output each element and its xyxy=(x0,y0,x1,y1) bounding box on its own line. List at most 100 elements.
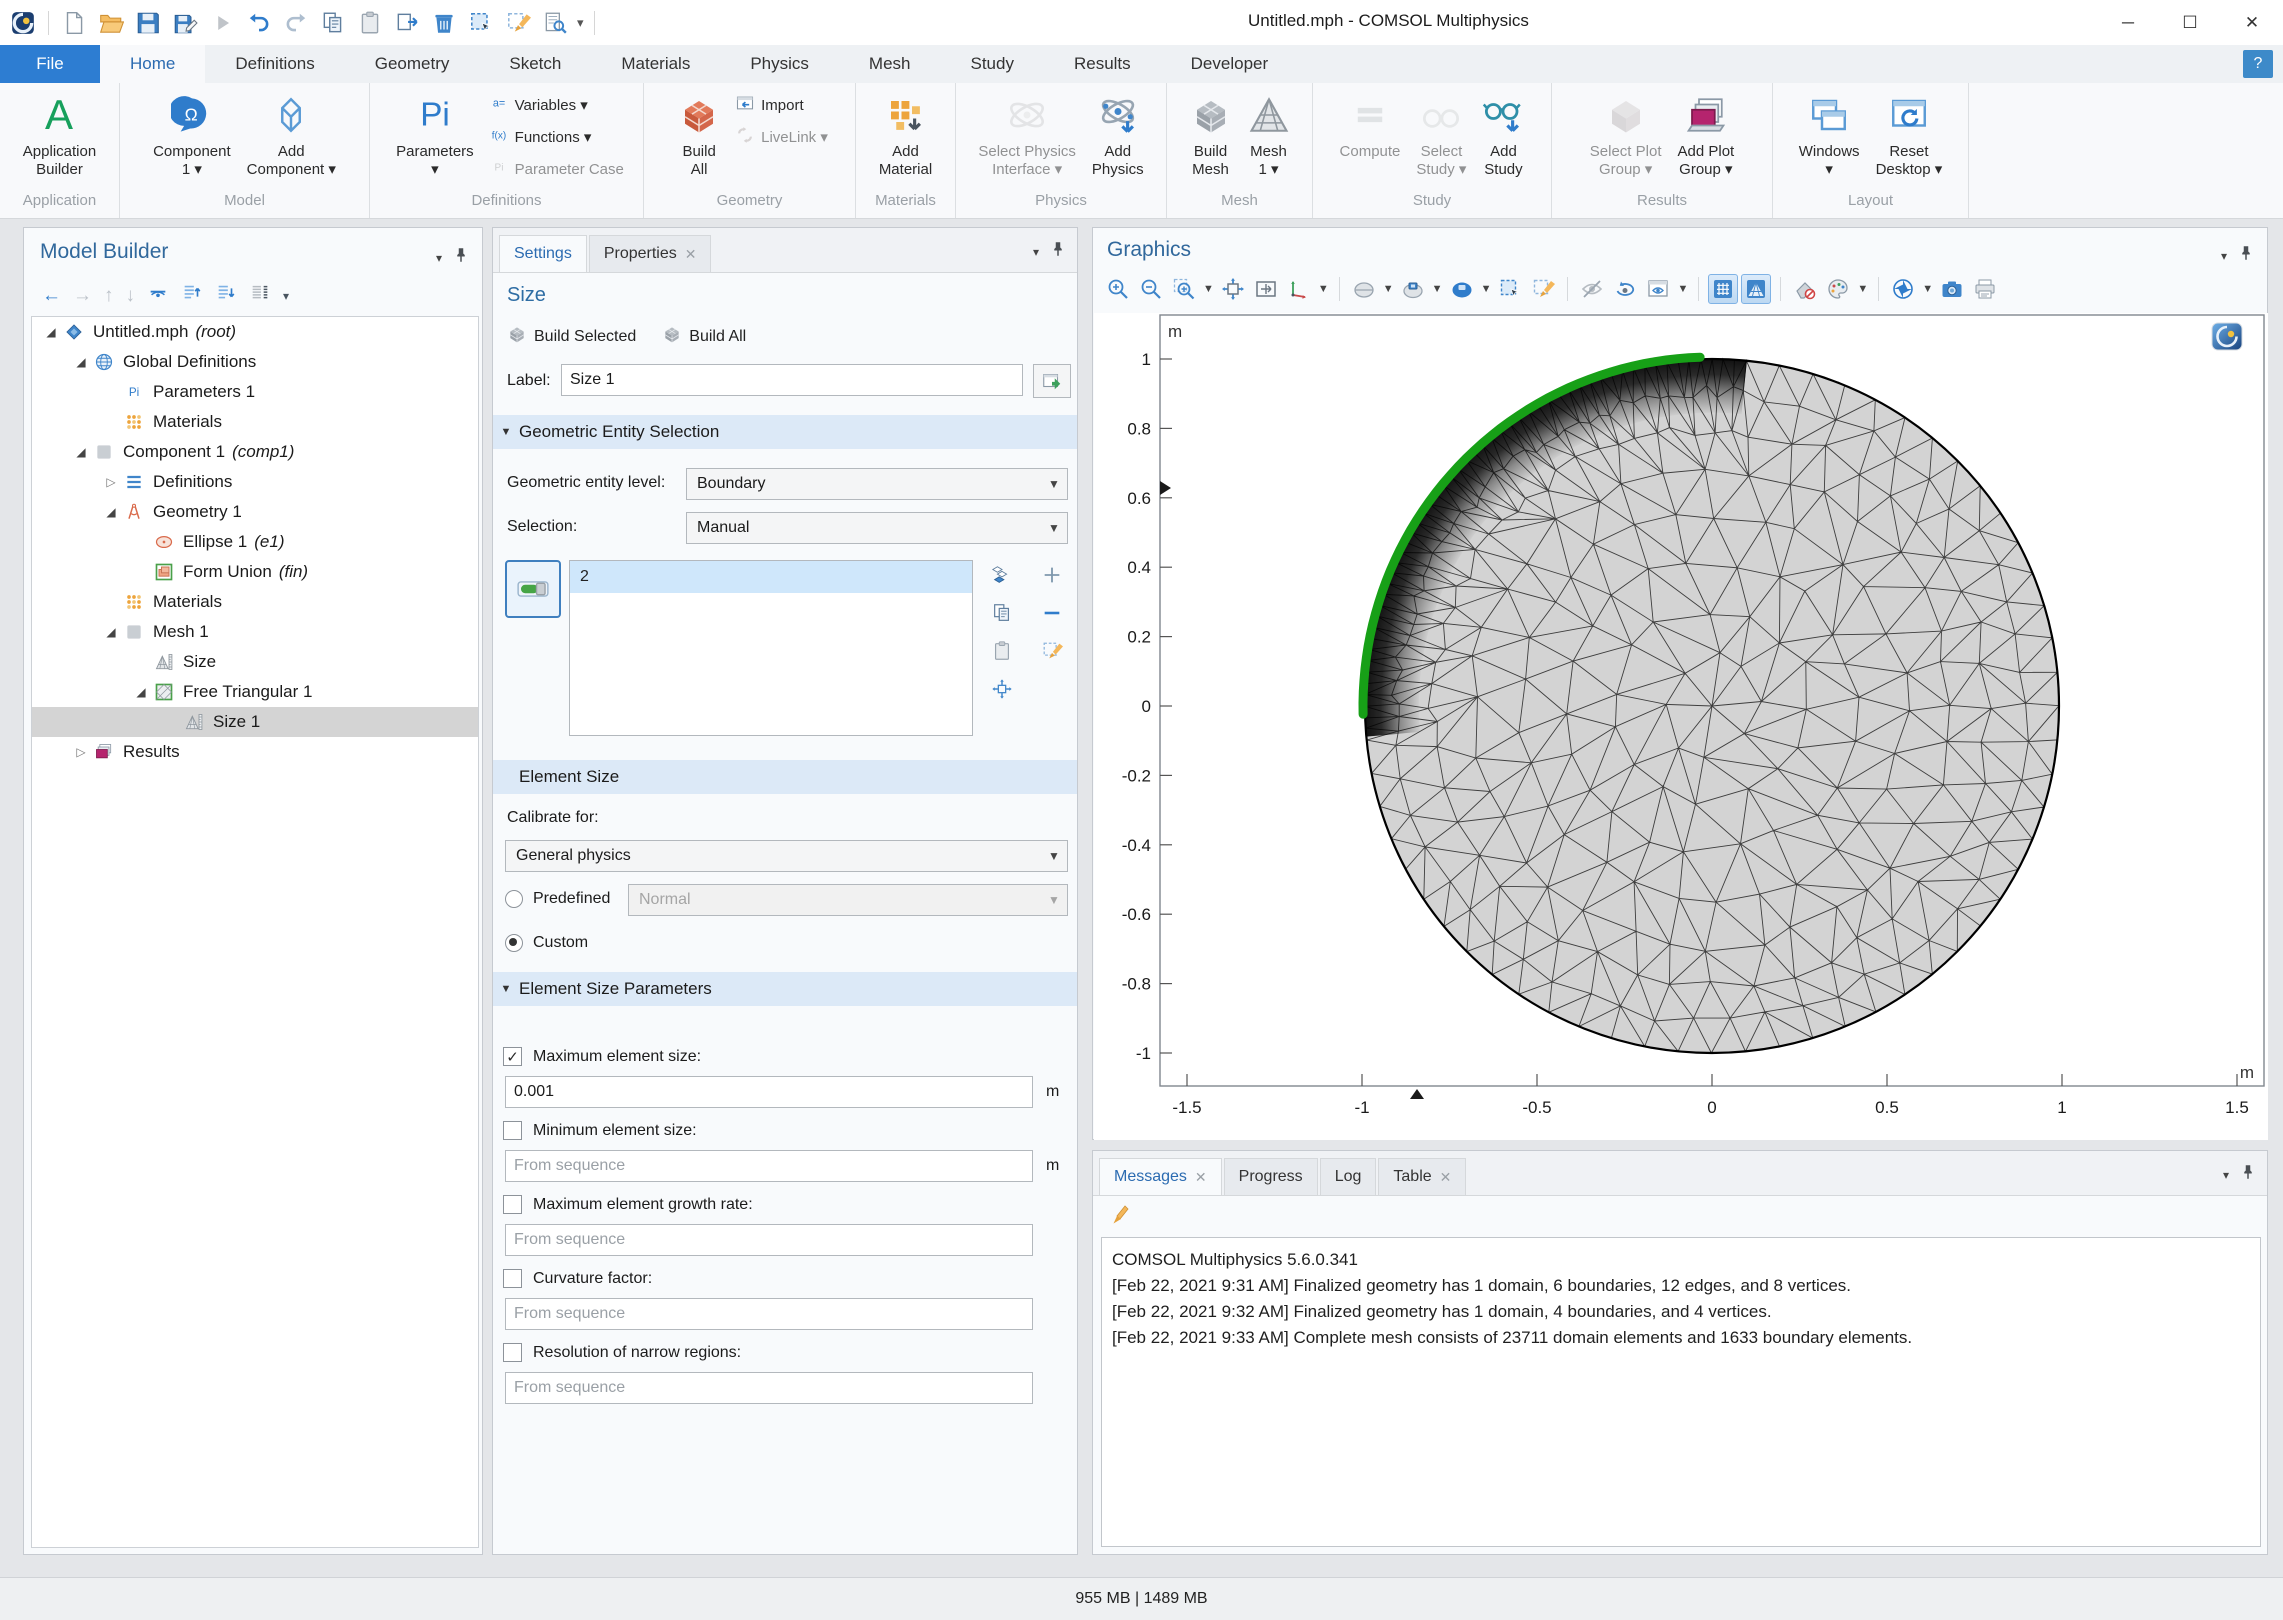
tab-settings[interactable]: Settings xyxy=(499,235,587,272)
tab-table[interactable]: Table✕ xyxy=(1378,1158,1466,1195)
ribbon-button-select-plot-group[interactable]: Select Plot Group ▾ xyxy=(1583,89,1669,179)
param-checkbox-maximum-element-growth-rate:[interactable] xyxy=(503,1195,522,1214)
mesh-view-icon[interactable] xyxy=(1741,274,1771,304)
expander-closed-icon[interactable]: ▷ xyxy=(70,745,92,759)
tree-item-mesh-1[interactable]: ◢Mesh 1 xyxy=(32,617,478,647)
chevron-down-icon[interactable]: ▼ xyxy=(1857,283,1868,295)
tab-file[interactable]: File xyxy=(0,45,100,83)
ribbon-button-component-1[interactable]: ΩComponent 1 ▾ xyxy=(146,89,238,179)
close-icon[interactable]: ✕ xyxy=(1195,1169,1207,1186)
ribbon-button-add-study[interactable]: Add Study xyxy=(1475,89,1531,179)
copy-list-icon[interactable] xyxy=(991,602,1013,629)
chevron-down-icon[interactable]: ▼ xyxy=(1318,283,1329,295)
selection-dropdown[interactable]: Manual▼ xyxy=(686,512,1068,544)
view-icon[interactable] xyxy=(1643,274,1673,304)
expander-open-icon[interactable]: ◢ xyxy=(130,685,152,699)
ribbon-button-add-material[interactable]: Add Material xyxy=(872,89,939,179)
label-input[interactable] xyxy=(561,364,1023,396)
expander-open-icon[interactable]: ◢ xyxy=(70,355,92,369)
ribbon-button-reset-desktop[interactable]: Reset Desktop ▾ xyxy=(1869,89,1950,179)
param-checkbox-maximum-element-size:[interactable]: ✓ xyxy=(503,1047,522,1066)
eraser-icon[interactable] xyxy=(1790,274,1820,304)
tab-properties[interactable]: Properties✕ xyxy=(589,235,712,272)
help-button[interactable]: ? xyxy=(2243,50,2273,78)
chevron-down-icon[interactable]: ▾ xyxy=(436,251,442,265)
tree-item-geometry-1[interactable]: ◢Geometry 1 xyxy=(32,497,478,527)
paste-icon[interactable] xyxy=(355,8,385,38)
add-icon[interactable] xyxy=(1041,564,1063,591)
tree-item-definitions[interactable]: ▷Definitions xyxy=(32,467,478,497)
ribbon-button-functions[interactable]: f(x)Functions ▾ xyxy=(489,121,624,153)
tab-progress[interactable]: Progress xyxy=(1224,1158,1318,1195)
ribbon-button-parameters[interactable]: PiParameters ▾ xyxy=(389,89,481,179)
tab-log[interactable]: Log xyxy=(1320,1158,1377,1195)
ribbon-button-select-study[interactable]: Select Study ▾ xyxy=(1409,89,1473,179)
redo-icon[interactable] xyxy=(281,8,311,38)
tab-results[interactable]: Results xyxy=(1044,45,1161,83)
pin-icon[interactable] xyxy=(1049,240,1067,263)
ribbon-button-select-physics-interface[interactable]: Select Physics Interface ▾ xyxy=(971,89,1083,179)
tree-item-global-definitions[interactable]: ◢Global Definitions xyxy=(32,347,478,377)
find-icon[interactable] xyxy=(540,8,570,38)
selection-active-toggle[interactable] xyxy=(505,560,561,618)
expander-open-icon[interactable]: ◢ xyxy=(100,625,122,639)
build-all-button[interactable]: Build All xyxy=(662,324,746,349)
pin-icon[interactable] xyxy=(452,246,470,269)
param-input-resolution-of-narrow-regions:[interactable] xyxy=(505,1372,1033,1404)
dome-gray-icon[interactable] xyxy=(1349,274,1379,304)
tree-toolbar-icon-8[interactable]: ▾ xyxy=(283,289,289,303)
tree-toolbar-icon-1[interactable]: → xyxy=(73,285,92,307)
printer-icon[interactable] xyxy=(1970,274,2000,304)
close-icon[interactable]: ✕ xyxy=(685,246,697,263)
ribbon-button-compute[interactable]: Compute xyxy=(1333,89,1408,161)
remove-icon[interactable] xyxy=(1041,602,1063,629)
chevron-down-icon[interactable]: ▾ xyxy=(2223,1168,2229,1182)
eye-bar-icon[interactable] xyxy=(147,282,169,309)
tree-item-results[interactable]: ▷Results xyxy=(32,737,478,767)
close-icon[interactable]: ✕ xyxy=(1440,1169,1452,1186)
close-button[interactable]: ✕ xyxy=(2221,0,2283,45)
qat-dropdown-caret[interactable]: ▾ xyxy=(577,15,584,31)
select-box-icon[interactable] xyxy=(1495,274,1525,304)
tree-toolbar-icon-3[interactable]: ↓ xyxy=(126,285,136,307)
build-selected-button[interactable]: Build Selected xyxy=(507,324,636,349)
selection-list[interactable]: 2 xyxy=(569,560,973,736)
tab-physics[interactable]: Physics xyxy=(720,45,839,83)
param-input-curvature-factor:[interactable] xyxy=(505,1298,1033,1330)
chevron-down-icon[interactable]: ▼ xyxy=(1203,283,1214,295)
ribbon-button-parameter-case[interactable]: PiParameter Case xyxy=(489,153,624,185)
ribbon-button-mesh-1[interactable]: Mesh 1 ▾ xyxy=(1241,89,1297,179)
tab-study[interactable]: Study xyxy=(940,45,1043,83)
expand-list-icon[interactable] xyxy=(215,282,237,309)
tab-materials[interactable]: Materials xyxy=(591,45,720,83)
tab-messages[interactable]: Messages✕ xyxy=(1099,1158,1222,1195)
ribbon-button-build-all[interactable]: Build All xyxy=(671,89,727,179)
rename-button[interactable] xyxy=(1033,364,1071,398)
tree-item-untitled.mph[interactable]: ◢Untitled.mph(root) xyxy=(32,317,478,347)
custom-radio[interactable] xyxy=(505,934,523,952)
predefined-radio[interactable] xyxy=(505,890,523,908)
delete-icon[interactable] xyxy=(429,8,459,38)
param-checkbox-curvature-factor:[interactable] xyxy=(503,1269,522,1288)
open-icon[interactable] xyxy=(96,8,126,38)
tab-definitions[interactable]: Definitions xyxy=(205,45,344,83)
ribbon-button-add-physics[interactable]: Add Physics xyxy=(1085,89,1151,179)
camera-icon[interactable] xyxy=(1937,274,1967,304)
ribbon-button-windows[interactable]: Windows ▾ xyxy=(1792,89,1867,179)
undo-icon[interactable] xyxy=(244,8,274,38)
duplicate-icon[interactable] xyxy=(392,8,422,38)
shutter-icon[interactable] xyxy=(1888,274,1918,304)
chevron-down-icon[interactable]: ▾ xyxy=(2221,249,2227,263)
tree-item-component-1[interactable]: ◢Component 1(comp1) xyxy=(32,437,478,467)
zoom-box-icon[interactable] xyxy=(1169,274,1199,304)
tab-sketch[interactable]: Sketch xyxy=(479,45,591,83)
ribbon-button-import[interactable]: Import xyxy=(735,89,828,121)
tree-item-materials[interactable]: Materials xyxy=(32,587,478,617)
selection-list-item[interactable]: 2 xyxy=(570,561,972,593)
grid-icon[interactable] xyxy=(1708,274,1738,304)
ribbon-button-application-builder[interactable]: AApplication Builder xyxy=(16,89,103,179)
ribbon-button-add-component[interactable]: Add Component ▾ xyxy=(240,89,343,179)
calibrate-for-dropdown[interactable]: General physics▼ xyxy=(505,840,1068,872)
clear-box-icon[interactable] xyxy=(1528,274,1558,304)
ribbon-button-variables[interactable]: a=Variables ▾ xyxy=(489,89,624,121)
